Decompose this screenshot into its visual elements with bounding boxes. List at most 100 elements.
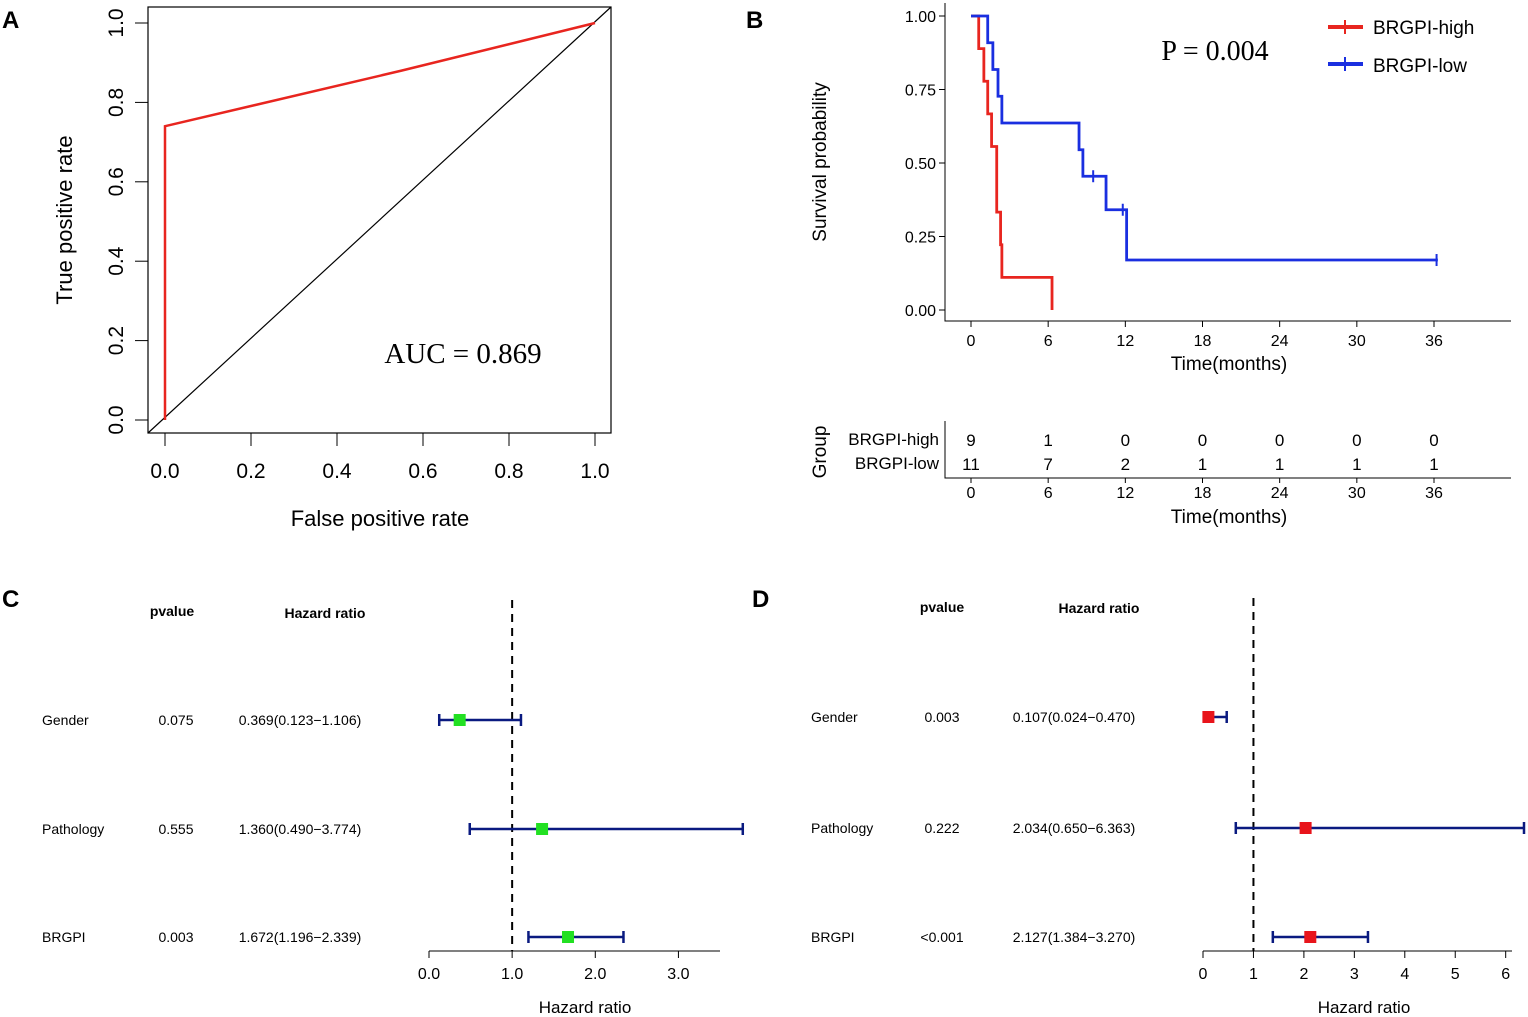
km-axes [944,3,1511,322]
panel-label-b: B [746,7,763,34]
legend-label-high: BRGPI-high [1373,18,1474,39]
forest-d-row-name: Pathology [811,820,873,836]
risk-x-tick-label: 36 [1425,485,1443,502]
km-x-label: Time(months) [1171,354,1287,375]
forest-c-x-tick-label: 3.0 [667,966,689,983]
km-x-tick-label: 12 [1116,333,1134,350]
risk-table-y-label: Group [810,426,831,479]
forest-d-hr-marker [1202,711,1215,723]
risk-count: 7 [1043,455,1052,474]
km-legend: BRGPI-high BRGPI-low [1328,18,1474,77]
risk-x-tick-label: 0 [967,485,976,502]
km-y-tick-label: 0.25 [905,230,936,247]
forest-c-x-axis: 0.0 1.0 2.0 3.0 [418,950,720,983]
roc-curve-line [163,21,596,420]
forest-c-x-tick-label: 1.0 [501,966,523,983]
forest-c-row-name: Pathology [42,821,104,837]
km-x-tick-label: 30 [1348,333,1366,350]
forest-multivariate: pvalue Hazard ratio Gender 0.003 0.107(0.0… [811,598,1526,1017]
km-curve-brgpi-low [971,14,1438,262]
risk-count: 0 [1198,431,1207,450]
risk-count: 1 [1429,455,1438,474]
risk-count: 9 [966,431,975,450]
risk-row-label-low: BRGPI-low [855,454,940,473]
forest-d-x-tick-label: 3 [1350,966,1359,983]
forest-d-hr-marker [1299,822,1312,834]
km-curve-brgpi-high [971,14,1054,310]
forest-c-pvalue-header: pvalue [150,603,195,619]
forest-d-x-tick-label: 0 [1199,966,1208,983]
risk-count: 11 [962,455,980,474]
panel-label-a: A [2,7,19,34]
risk-row-label-high: BRGPI-high [848,430,939,449]
forest-d-x-tick-label: 4 [1400,966,1409,983]
forest-c-row-name: BRGPI [42,929,86,945]
risk-count: 1 [1352,455,1361,474]
km-y-axis: 0.00 0.25 0.50 0.75 1.00 [905,9,945,320]
forest-c-row-pvalue: 0.075 [158,712,193,728]
km-x-tick-label: 24 [1271,333,1289,350]
forest-d-row-pvalue: 0.003 [924,709,959,725]
forest-c-hr-marker [562,931,575,943]
risk-x-tick-label: 12 [1116,485,1134,502]
roc-reference-line [147,6,612,434]
forest-c-x-tick-label: 2.0 [584,966,606,983]
risk-x-tick-label: 6 [1044,485,1053,502]
forest-d-rows: Gender 0.003 0.107(0.024−0.470) Pathology 0.… [811,598,1526,951]
km-x-tick-label: 36 [1425,333,1443,350]
km-curves [971,14,1438,310]
forest-c-row-hr: 1.672(1.196−2.339) [239,929,362,945]
forest-c-row-pvalue: 0.555 [158,821,193,837]
forest-c-x-label: Hazard ratio [539,998,632,1017]
risk-count: 2 [1121,455,1130,474]
risk-count: 1 [1198,455,1207,474]
roc-x-tick-label: 0.8 [494,460,523,483]
forest-univariate: pvalue Hazard ratio Gender 0.075 0.369(0.1… [42,600,745,1017]
forest-d-x-label: Hazard ratio [1318,998,1411,1017]
forest-c-row-name: Gender [42,712,89,728]
km-x-tick-label: 0 [967,333,976,350]
risk-table-cells: 9 1 0 0 0 0 011 7 2 1 1 1 1 [962,431,1439,474]
roc-chart: 0.0 0.2 0.4 0.6 0.8 1.0 0.0 0.2 0.4 0.6 0.8 1.0 AU… [52,6,612,531]
forest-d-hr-header: Hazard ratio [1059,600,1140,616]
km-y-tick-label: 1.00 [905,9,936,26]
risk-table-x-label: Time(months) [1171,507,1287,528]
km-y-tick-label: 0.00 [905,303,936,320]
km-y-label: Survival probability [810,82,831,242]
forest-d-row-pvalue: <0.001 [920,929,963,945]
forest-d-row-name: BRGPI [811,929,855,945]
roc-y-tick-label: 0.0 [105,405,128,434]
forest-c-row-hr: 1.360(0.490−3.774) [239,821,362,837]
forest-c-row-pvalue: 0.003 [158,929,193,945]
risk-count: 0 [1352,431,1361,450]
risk-x-tick-label: 24 [1271,485,1289,502]
forest-d-x-tick-label: 5 [1451,966,1460,983]
forest-d-x-axis: 0 1 2 3 4 5 6 [1199,950,1512,983]
roc-x-axis: 0.0 0.2 0.4 0.6 0.8 1.0 [150,432,610,483]
forest-c-x-tick-label: 0.0 [418,966,440,983]
roc-x-label: False positive rate [291,506,470,531]
risk-count: 0 [1275,431,1284,450]
km-y-tick-label: 0.50 [905,156,936,173]
forest-d-row-name: Gender [811,709,858,725]
forest-c-rows: Gender 0.075 0.369(0.123−1.106) Pathology 0.… [42,600,745,951]
forest-d-x-tick-label: 6 [1501,966,1510,983]
roc-x-tick-label: 0.6 [408,460,437,483]
roc-y-tick-label: 1.0 [105,8,128,37]
roc-x-tick-label: 0.2 [236,460,265,483]
auc-annotation: AUC = 0.869 [384,338,541,370]
km-x-axis: 0 6 12 18 24 30 36 [967,321,1443,350]
legend-label-low: BRGPI-low [1373,56,1467,77]
km-y-tick-label: 0.75 [905,83,936,100]
roc-x-tick-label: 0.4 [322,460,352,483]
forest-d-row-hr: 2.127(1.384−3.270) [1013,929,1136,945]
risk-table-x-axis: 0 6 12 18 24 30 36 [967,478,1443,502]
roc-y-tick-label: 0.4 [105,246,128,276]
risk-count: 1 [1043,431,1052,450]
km-pvalue: P = 0.004 [1161,36,1268,67]
forest-d-row-pvalue: 0.222 [924,820,959,836]
forest-d-x-tick-label: 1 [1249,966,1258,983]
forest-d-row-hr: 2.034(0.650−6.363) [1013,820,1136,836]
risk-x-tick-label: 30 [1348,485,1366,502]
